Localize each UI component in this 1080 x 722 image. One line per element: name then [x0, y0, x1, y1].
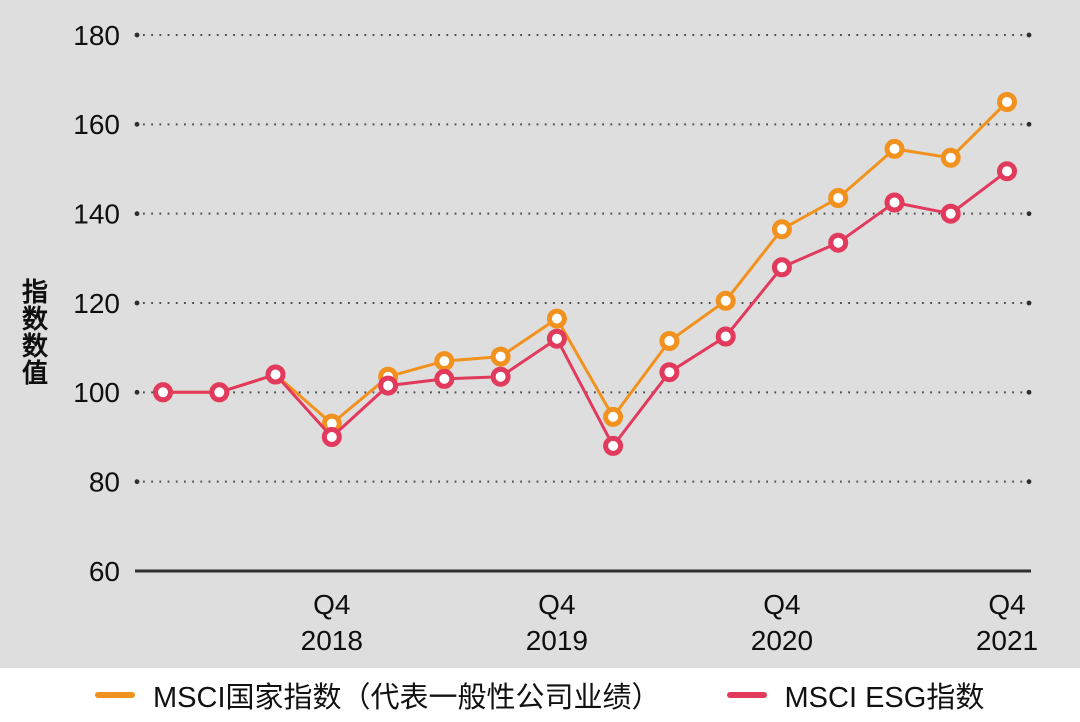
x-tick-quarter: Q4: [538, 589, 575, 620]
data-point-marker: [940, 147, 961, 168]
chart-panel: 指数数值 180 160 140 120 100 80 60 Q4 2018 Q4 2019 Q4 20…: [0, 0, 1080, 668]
data-point-marker: [546, 308, 567, 329]
data-point-marker: [884, 138, 905, 159]
gridline-right-dot: [1026, 479, 1032, 485]
gridline-right-dot: [1026, 389, 1032, 395]
x-tick-year: 2020: [751, 625, 813, 656]
gridline-left-dot: [134, 121, 140, 127]
y-axis-title-char: 值: [21, 358, 48, 388]
gridline-left-dot: [134, 300, 140, 306]
data-point-marker: [771, 219, 792, 240]
series-0: [153, 92, 1017, 434]
y-tick-label-120: 120: [73, 288, 120, 319]
gridline-right-dot: [1026, 300, 1032, 306]
gridline-left-dot: [134, 32, 140, 38]
data-point-marker: [659, 362, 680, 383]
y-tick-label-60: 60: [89, 556, 120, 587]
data-point-marker: [209, 382, 230, 403]
gridline-left-dot: [134, 479, 140, 485]
series-line-0: [163, 100, 1009, 426]
series-line-1: [163, 170, 1008, 448]
x-tick-year: 2019: [526, 625, 588, 656]
data-point-marker: [828, 188, 849, 208]
data-point-marker: [265, 364, 286, 385]
y-tick-labels: 180 160 140 120 100 80 60: [73, 20, 120, 587]
legend-item-esg-index: MSCI ESG指数: [726, 674, 985, 716]
y-tick-label-180: 180: [73, 20, 120, 51]
data-point-marker: [997, 161, 1017, 182]
legend: MSCI国家指数（代表一般性公司业绩） MSCI ESG指数: [0, 668, 1080, 722]
y-tick-label-160: 160: [73, 109, 120, 140]
y-tick-label-100: 100: [73, 377, 120, 408]
x-tick-year: 2018: [301, 625, 363, 656]
x-tick-quarter: Q4: [763, 589, 800, 620]
data-point-marker: [434, 351, 455, 372]
data-point-marker: [434, 368, 455, 389]
x-tick-year: 2021: [976, 625, 1038, 656]
legend-item-country-index: MSCI国家指数（代表一般性公司业绩）: [95, 674, 661, 716]
data-point-marker: [659, 331, 680, 351]
gridlines: [134, 32, 1032, 573]
y-axis-title-char: 指: [21, 277, 48, 307]
esg-index-label: MSCI ESG指数: [784, 682, 985, 714]
gridline-right-dot: [1026, 211, 1032, 217]
y-tick-label-80: 80: [89, 466, 120, 497]
data-point-marker: [715, 326, 736, 347]
x-tick-quarter: Q4: [313, 589, 350, 620]
x-tick-quarter: Q4: [988, 589, 1025, 620]
y-axis-title-char: 数: [21, 304, 48, 334]
data-point-marker: [603, 406, 624, 427]
x-tick-labels: Q4 2018 Q4 2019 Q4 2020 Q4 2021: [301, 589, 1038, 656]
gridline-left-dot: [134, 389, 140, 395]
data-point-marker: [378, 375, 399, 396]
line-chart: 180 160 140 120 100 80 60 Q4 2018 Q4 2019 Q4 2020 Q4 2…: [73, 20, 1038, 656]
y-tick-label-140: 140: [73, 198, 120, 229]
esg-index-swatch: [726, 692, 767, 698]
data-point-marker: [546, 328, 567, 349]
gridline-right-dot: [1026, 121, 1032, 127]
data-point-marker: [828, 232, 849, 253]
series-1: [153, 161, 1017, 456]
data-point-marker: [884, 192, 905, 213]
data-point-marker: [490, 346, 511, 367]
gridline-right-dot: [1026, 32, 1032, 38]
data-point-marker: [490, 366, 511, 387]
data-point-marker: [153, 382, 173, 403]
country-index-label: MSCI国家指数（代表一般性公司业绩）: [153, 682, 661, 714]
y-axis-title: 指数数值: [20, 279, 50, 387]
gridline-left-dot: [134, 211, 140, 217]
data-point-marker: [715, 290, 736, 311]
data-point-marker: [997, 92, 1017, 112]
data-point-marker: [321, 427, 342, 447]
data-point-marker: [603, 435, 624, 456]
data-point-marker: [771, 257, 792, 278]
country-index-swatch: [95, 692, 135, 698]
y-axis-title-char: 数: [21, 331, 48, 361]
data-point-marker: [940, 203, 961, 224]
